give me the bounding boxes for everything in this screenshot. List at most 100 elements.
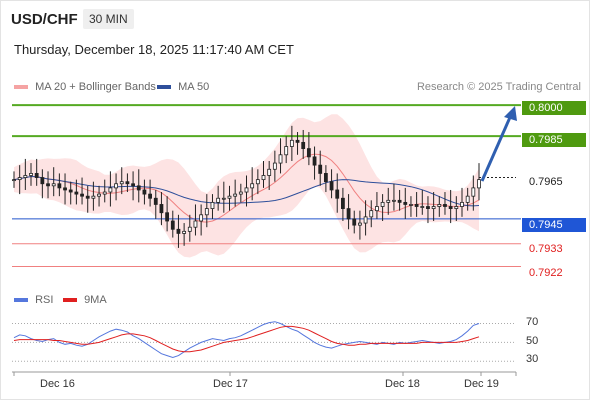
candle-body [329, 181, 334, 191]
candle-body [51, 183, 56, 187]
candle-body [267, 168, 272, 176]
candle-body [409, 204, 413, 206]
candle-body [238, 191, 243, 195]
candle-body [358, 222, 362, 226]
candle-body [204, 208, 209, 216]
x-label-dec18: Dec 18 [385, 378, 420, 390]
candle-body [210, 201, 215, 209]
ma20-swatch [14, 85, 28, 90]
candle-body [318, 164, 323, 174]
candle-body [306, 148, 311, 158]
candle-body [176, 228, 181, 234]
rsi-swatch [14, 298, 28, 303]
candle-body [465, 195, 470, 203]
candle-body [85, 195, 90, 199]
candle-body [443, 204, 447, 207]
candle-body [159, 204, 164, 214]
candle-body [187, 226, 192, 232]
candle-body [142, 189, 147, 195]
level-badge-0: 0.8000 [522, 101, 586, 115]
x-label-dec16: Dec 16 [40, 378, 75, 390]
candle-body [182, 230, 187, 234]
candle-body [125, 181, 130, 185]
candle-body [170, 220, 175, 230]
legend-ma50: MA 50 [157, 81, 209, 93]
candle-body [108, 187, 113, 193]
candle-body [17, 177, 22, 181]
ma50-label: MA 50 [178, 81, 210, 93]
candle-body [397, 199, 402, 203]
candle-body [335, 189, 340, 199]
candle-body [426, 206, 430, 209]
candle-body [23, 175, 28, 178]
candle-body [102, 191, 107, 195]
candle-body [289, 139, 294, 147]
candle-body [363, 216, 368, 224]
symbol-title: USD/CHF [11, 11, 78, 28]
candle-body [216, 197, 221, 203]
candle-body [165, 212, 170, 222]
candle-body [301, 141, 306, 149]
candle-body [199, 214, 204, 222]
candle-body [250, 183, 255, 189]
candle-body [74, 191, 79, 195]
candle-body [40, 177, 45, 185]
candle-body [68, 189, 73, 193]
level-badge-pivot: 0.7945 [522, 218, 586, 232]
candle-body [91, 195, 96, 199]
candle-body [233, 193, 238, 197]
candle-body [80, 193, 84, 197]
level-last: 0.7965 [529, 176, 563, 188]
rsi-tick-30: 30 [526, 353, 539, 365]
candle-body [460, 201, 464, 207]
candle-body [148, 193, 152, 199]
candle-body [375, 206, 379, 212]
rsi-label: RSI [35, 294, 54, 306]
candle-body [477, 179, 481, 189]
candle-body [392, 199, 396, 202]
candle-body [29, 173, 33, 176]
candle-body [346, 208, 351, 220]
candle-body [57, 183, 62, 189]
ma50-swatch [157, 85, 171, 90]
level-support-1: 0.7933 [529, 243, 563, 255]
candle-body [386, 199, 391, 203]
candle-body [34, 173, 39, 178]
ma9-label: 9MA [84, 294, 107, 306]
candle-body [272, 162, 277, 170]
candle-body [380, 201, 385, 207]
candle-body [136, 185, 141, 191]
candle-body [312, 156, 317, 166]
candle-body [46, 183, 50, 187]
candle-body [414, 204, 419, 207]
candle-body [431, 206, 436, 209]
x-label-dec19: Dec 19 [464, 378, 499, 390]
ma9-swatch [63, 298, 77, 303]
candle-body [12, 179, 16, 182]
candle-body [437, 204, 442, 207]
candle-body [448, 206, 453, 209]
candle-body [193, 220, 198, 228]
candle-body [114, 183, 118, 189]
candle-body [284, 146, 289, 156]
candle-body [97, 193, 101, 197]
candle-body [119, 181, 124, 185]
candle-body [403, 201, 408, 205]
candle-body [227, 195, 232, 199]
candle-body [420, 206, 425, 208]
x-label-dec17: Dec 17 [213, 378, 248, 390]
candle-body [153, 197, 158, 205]
ma9-line [13, 325, 480, 353]
timeframe-badge[interactable]: 30 MIN [83, 9, 134, 29]
projection-arrow [480, 114, 513, 182]
candle-body [131, 183, 135, 187]
rsi-tick-50: 50 [526, 335, 539, 347]
level-support-2: 0.7922 [529, 267, 563, 279]
legend-ma20: MA 20 + Bollinger Bands [14, 81, 156, 93]
candle-body [454, 206, 459, 209]
candle-body [352, 218, 357, 226]
level-badge-1: 0.7985 [522, 133, 586, 147]
research-credit: Research © 2025 Trading Central [416, 81, 581, 93]
ma20-label: MA 20 + Bollinger Bands [35, 81, 156, 93]
